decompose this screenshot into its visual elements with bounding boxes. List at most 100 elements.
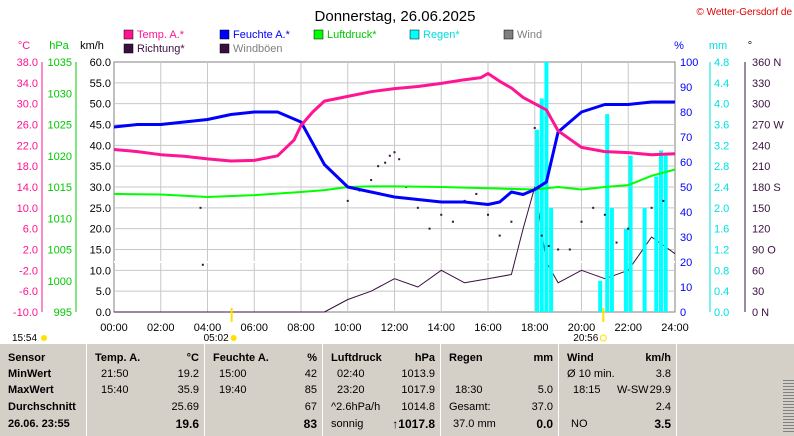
direction-tick-label: 30: [752, 286, 764, 298]
grid-lines: [114, 62, 675, 312]
wind-header: Wind: [567, 352, 594, 364]
moon-icon: [41, 335, 47, 341]
legend-item-label: Luftdruck*: [327, 29, 377, 41]
temp-tick-label: 6.0: [23, 224, 38, 236]
rain-bar: [598, 280, 603, 312]
direction-point: [398, 158, 401, 161]
humidity-tick-label: 40: [680, 207, 692, 219]
moon-time: 15:54: [12, 333, 37, 344]
direction-tick-label: 60: [752, 265, 764, 277]
rain-unit: mm: [533, 352, 553, 364]
wind-tick-label: 20.0: [90, 224, 111, 236]
temp-tick-label: 30.0: [17, 99, 38, 111]
humidity-tick-label: 90: [680, 82, 692, 94]
wind-tick-label: 40.0: [90, 140, 111, 152]
direction-point: [384, 161, 387, 164]
chart-title: Donnerstag, 26.06.2025: [315, 8, 476, 25]
direction-point: [388, 154, 391, 157]
direction-unit-label: °: [748, 40, 752, 52]
time-tick-label: 04:00: [194, 322, 222, 334]
humidity-current-value: 83: [303, 417, 317, 431]
pressure-min-value: 1013.9: [401, 368, 435, 380]
wind-tick-label: 10.0: [90, 265, 111, 277]
sun-icon: [599, 334, 607, 342]
legend-swatch: [219, 43, 230, 54]
direction-tick-label: 120: [752, 224, 770, 236]
wind-max-direction: W-SW: [617, 384, 649, 396]
rain-total-value: 37.0: [531, 401, 553, 413]
direction-tick-label: 180 S: [752, 182, 781, 194]
series-temperatur: [113, 72, 676, 163]
direction-point: [568, 248, 571, 251]
humidity-tick-label: 30: [680, 232, 692, 244]
rain-tick-label: 0.8: [714, 265, 729, 277]
time-tick-label: 08:00: [287, 322, 315, 334]
temp-tick-label: -10.0: [13, 307, 38, 319]
weather-chart: Donnerstag, 26.06.2025 © Wetter-Gersdorf…: [12, 7, 792, 344]
pressure-tick-label: 1015: [48, 182, 72, 194]
rain-tick-label: 2.8: [714, 161, 729, 173]
time-tick-label: 20:00: [568, 322, 596, 334]
direction-point: [615, 241, 618, 244]
rain-bar: [642, 207, 647, 312]
wind-avg10-label: Ø 10 min.: [567, 368, 615, 380]
time-tick-label: 14:00: [427, 322, 455, 334]
wind-current-direction: NO: [571, 418, 588, 430]
direction-point: [557, 248, 560, 251]
wind-tick-label: 55.0: [90, 78, 111, 90]
rain-tick-label: 2.0: [714, 203, 729, 215]
rain-bar: [535, 129, 540, 312]
direction-point: [540, 234, 543, 237]
pressure-max-time: 23:20: [337, 384, 365, 396]
temp-tick-label: 34.0: [17, 78, 38, 90]
rain-tick-label: 1.2: [714, 245, 729, 257]
temp-current-value: 19.6: [175, 417, 199, 431]
humidity-tick-label: 80: [680, 107, 692, 119]
temp-tick-label: -2.0: [19, 265, 38, 277]
wind-tick-label: 60.0: [90, 57, 111, 69]
rain-bar: [605, 114, 610, 312]
pressure-condition: sonnig: [331, 418, 364, 430]
pressure-tick-label: 1020: [48, 151, 72, 163]
legend-swatch: [409, 29, 420, 40]
rain-total-label: Gesamt:: [449, 401, 491, 413]
axis-unit-labels: °C hPa km/h% mm °: [18, 40, 752, 52]
rain-header: Regen: [449, 352, 483, 364]
humidity-tick-label: 60: [680, 157, 692, 169]
resize-grip[interactable]: [783, 380, 794, 432]
rain-bar: [549, 207, 554, 312]
legend-swatch: [123, 43, 134, 54]
temp-tick-label: 10.0: [17, 203, 38, 215]
direction-point: [627, 227, 630, 230]
direction-tick-label: 90 O: [752, 245, 776, 257]
pressure-tick-label: 1010: [48, 213, 72, 225]
stats-col-humidity: Feuchte A.% 15:00 42 19:40 85 67 83: [204, 344, 323, 436]
temp-max-time: 15:40: [101, 384, 129, 396]
direction-point: [201, 263, 204, 266]
wind-tick-label: 30.0: [90, 182, 111, 194]
series-feuchte: [113, 100, 675, 206]
pressure-header: Luftdruck: [331, 352, 382, 364]
pressure-unit: hPa: [414, 352, 435, 364]
pressure-tick-label: 1005: [48, 245, 72, 257]
direction-point: [662, 199, 665, 202]
temp-tick-label: 26.0: [17, 120, 38, 132]
rain-day-total: 37.0 mm: [453, 418, 496, 430]
rain-bar: [628, 155, 633, 312]
rain-bar: [663, 155, 668, 312]
pressure-current-value: ↑1017.8: [392, 417, 435, 431]
direction-tick-label: 360 N: [752, 57, 781, 69]
direction-point: [603, 213, 606, 216]
rain-tick-label: 4.0: [714, 99, 729, 111]
humidity-unit: %: [307, 352, 317, 364]
direction-point: [498, 234, 501, 237]
min-label: MinWert: [8, 368, 52, 380]
direction-point: [377, 165, 380, 168]
temp-min-value: 19.2: [177, 368, 199, 380]
rain-tick-label: 0.0: [714, 307, 729, 319]
avg-label: Durchschnitt: [8, 401, 76, 413]
current-label: 26.06. 23:55: [8, 418, 70, 430]
stats-col-rain: Regen mm 18:30 5.0 Gesamt: 37.0 37.0 mm 0.0: [440, 344, 559, 436]
direction-point: [580, 220, 583, 223]
direction-point: [428, 227, 431, 230]
